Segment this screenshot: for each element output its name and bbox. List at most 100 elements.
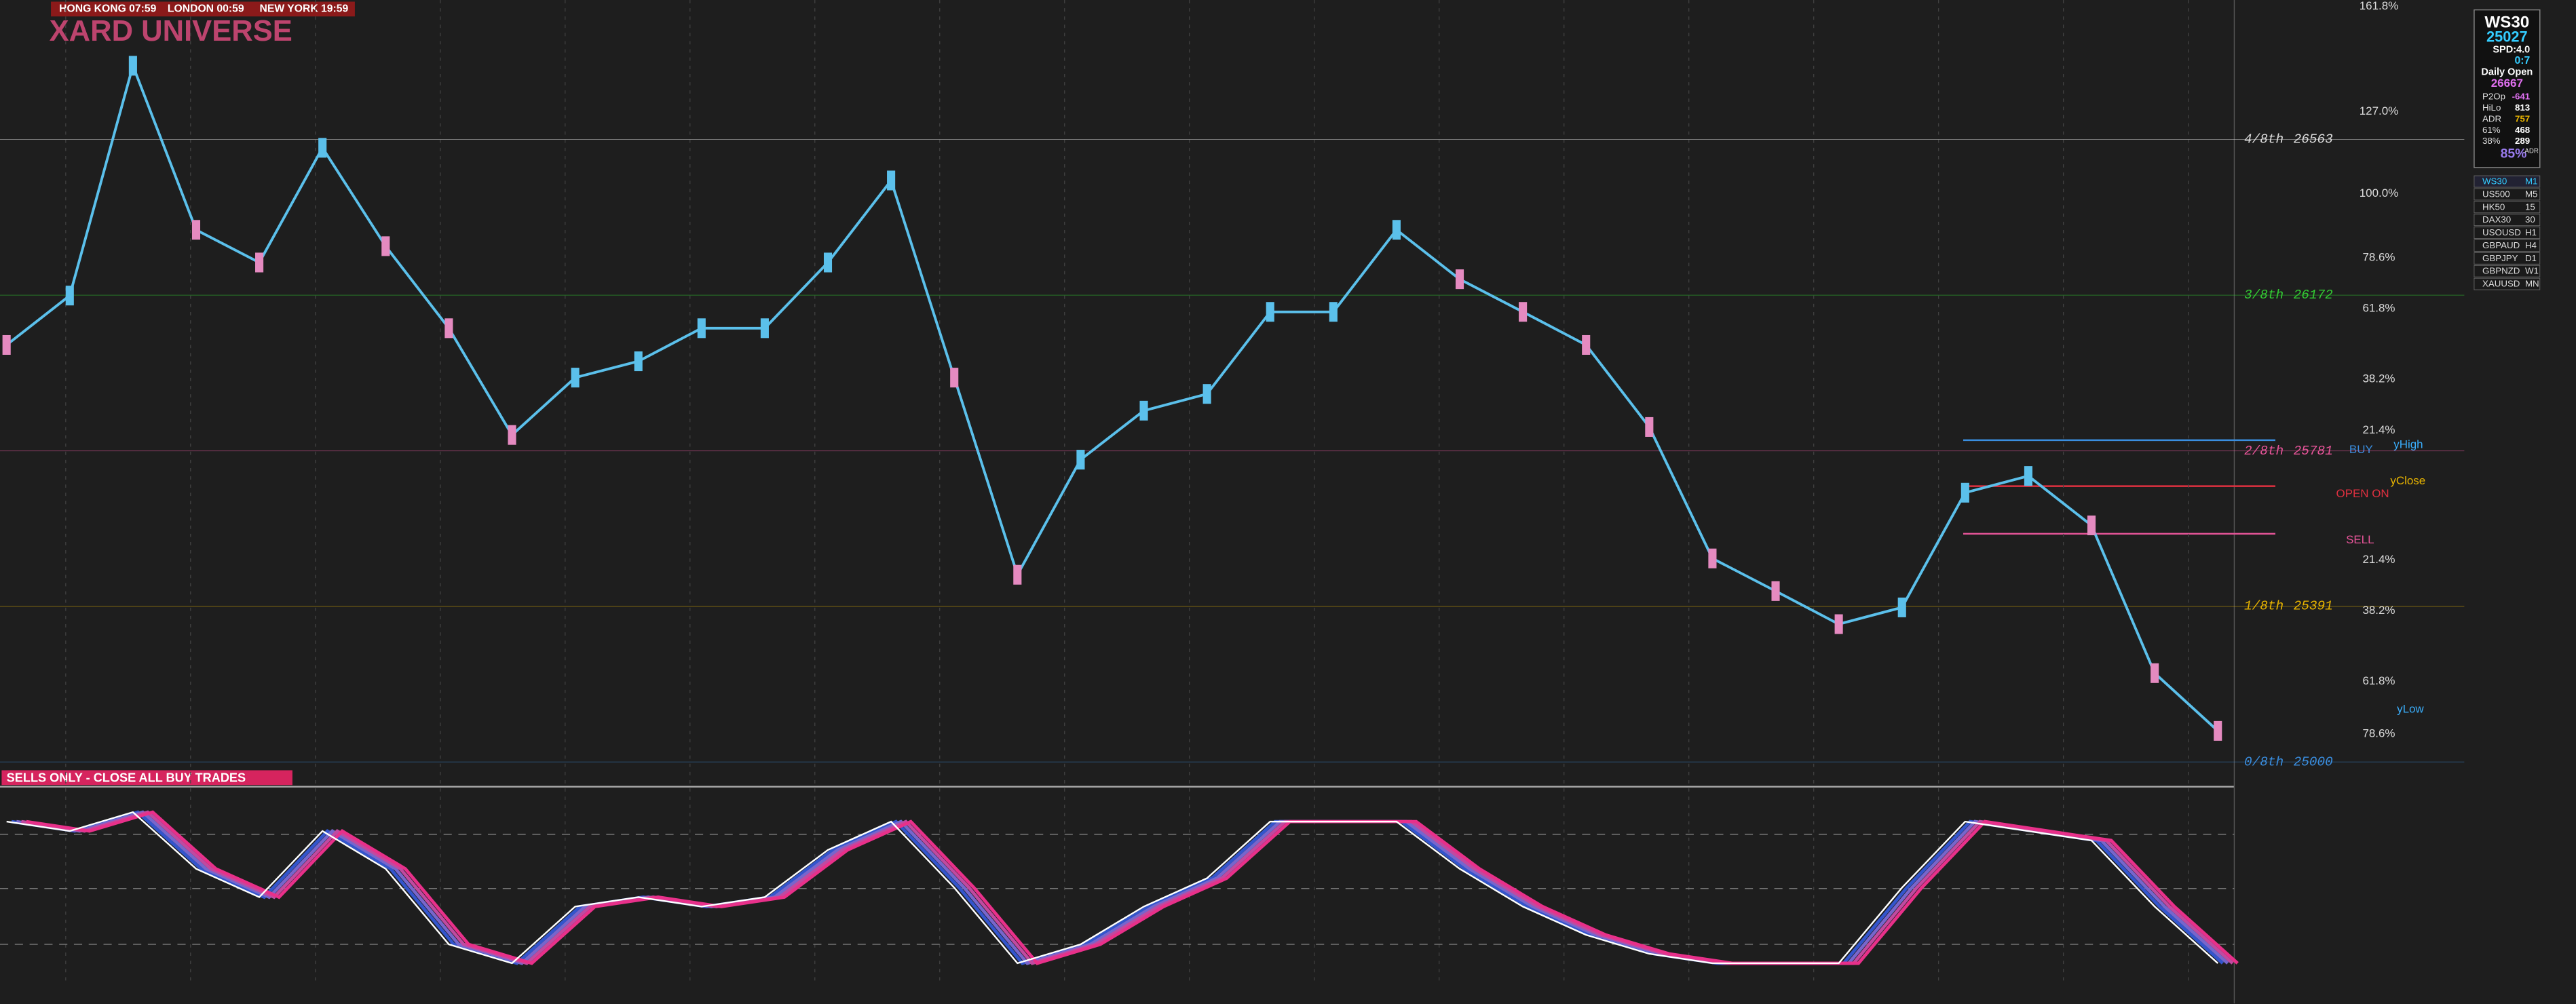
candle: [1202, 384, 1211, 404]
fib-label: 38.2%: [2362, 372, 2395, 385]
candle: [2, 334, 11, 355]
oscillator-line: [6, 811, 2219, 965]
fib-label: 21.4%: [2362, 423, 2395, 436]
candle: [1582, 334, 1591, 355]
candle: [1329, 302, 1338, 322]
candle: [2087, 515, 2096, 535]
murrey-value: 25781: [2294, 444, 2333, 459]
fib-label: 78.6%: [2362, 727, 2395, 740]
fib-label: 161.8%: [2360, 0, 2398, 12]
murrey-name: 2/8th: [2244, 444, 2284, 459]
symbol-name: USOUSD: [2482, 227, 2521, 237]
stat-label: 61%: [2482, 125, 2501, 135]
symbol-button[interactable]: [2474, 277, 2541, 290]
candle: [318, 138, 327, 158]
timeframe: MN: [2525, 279, 2539, 289]
fib-label: 61.8%: [2362, 674, 2395, 687]
stat-label: ADR: [2482, 113, 2501, 123]
stat-value: 813: [2515, 102, 2530, 113]
murrey-name: 1/8th: [2244, 599, 2284, 614]
fib-label: 21.4%: [2362, 553, 2395, 566]
stat-label: 38%: [2482, 136, 2501, 146]
price-line: [5, 61, 2219, 732]
candle: [2151, 663, 2159, 683]
trade-label: BUY: [2349, 443, 2373, 456]
clock-bar: [51, 1, 355, 17]
murrey-name: 3/8th: [2244, 288, 2284, 303]
fib-label: 38.2%: [2362, 604, 2395, 617]
trade-label: yClose: [2390, 474, 2425, 487]
symbol-name: GBPJPY: [2482, 253, 2518, 263]
candle: [1961, 482, 1969, 503]
adr-tag: ADR: [2524, 147, 2538, 155]
stat-label: HiLo: [2482, 102, 2501, 113]
candle: [1139, 400, 1148, 421]
candle: [2024, 466, 2032, 486]
timer: 0:7: [2514, 55, 2530, 66]
osc-band: [21, 810, 2234, 965]
candle: [950, 368, 959, 388]
murrey-value: 26563: [2294, 132, 2333, 147]
candle: [1771, 581, 1780, 601]
timeframe: M1: [2525, 176, 2537, 187]
symbol-name: US500: [2482, 189, 2510, 199]
symbol-name: WS30: [2482, 176, 2507, 187]
label: Daily Open: [2481, 66, 2533, 77]
candle: [1834, 614, 1843, 634]
trade-label: yHigh: [2393, 438, 2423, 451]
stat-value: 289: [2515, 136, 2530, 146]
symbol: WS30: [2484, 13, 2529, 31]
candle: [571, 368, 580, 388]
stat-value: 468: [2515, 125, 2530, 135]
fib-label: 100.0%: [2360, 187, 2398, 199]
osc-band: [26, 810, 2239, 965]
symbol-button[interactable]: [2474, 188, 2541, 201]
symbol-name: DAX30: [2482, 214, 2511, 225]
symbol-button[interactable]: [2474, 214, 2541, 227]
timeframe: W1: [2525, 266, 2539, 276]
candle: [1455, 269, 1464, 290]
osc-band: [16, 810, 2229, 965]
timeframe: 30: [2525, 214, 2535, 225]
trade-label: SELL: [2346, 533, 2374, 546]
candle: [634, 351, 643, 372]
timeframe: D1: [2525, 253, 2537, 263]
candle: [1519, 302, 1528, 322]
info-panel: [2474, 9, 2541, 168]
candle: [508, 425, 516, 445]
symbol-button[interactable]: [2474, 265, 2541, 277]
candle: [65, 286, 74, 306]
candle: [255, 252, 264, 273]
candle: [1013, 564, 1022, 585]
candle: [697, 318, 706, 339]
clock: HONG KONG 07:59: [59, 3, 157, 15]
murrey-value: 26172: [2294, 288, 2333, 303]
candle: [191, 220, 201, 240]
symbol-name: GBPAUD: [2482, 240, 2520, 250]
fib-label: 78.6%: [2362, 251, 2395, 264]
candle: [760, 318, 769, 339]
clock: NEW YORK 19:59: [260, 3, 349, 15]
daily-open: 26667: [2491, 77, 2523, 90]
stat-value: -641: [2512, 91, 2531, 101]
stat-label: P2Op: [2482, 91, 2505, 101]
candle: [823, 252, 833, 273]
timeframe: H1: [2525, 227, 2537, 237]
candle: [2214, 720, 2222, 741]
symbol-button[interactable]: [2474, 227, 2541, 239]
candle: [887, 170, 896, 191]
symbol-button[interactable]: [2474, 252, 2541, 265]
symbol-button[interactable]: [2474, 239, 2541, 252]
murrey-value: 25000: [2294, 754, 2333, 769]
trade-label: yLow: [2397, 702, 2424, 715]
murrey-value: 25391: [2294, 599, 2333, 614]
banner-bg: [1, 770, 292, 786]
symbol-button[interactable]: [2474, 201, 2541, 214]
symbol-button[interactable]: [2474, 175, 2541, 188]
candle: [1645, 417, 1654, 437]
price: 25027: [2486, 28, 2528, 45]
fib-label: 61.8%: [2362, 302, 2395, 315]
